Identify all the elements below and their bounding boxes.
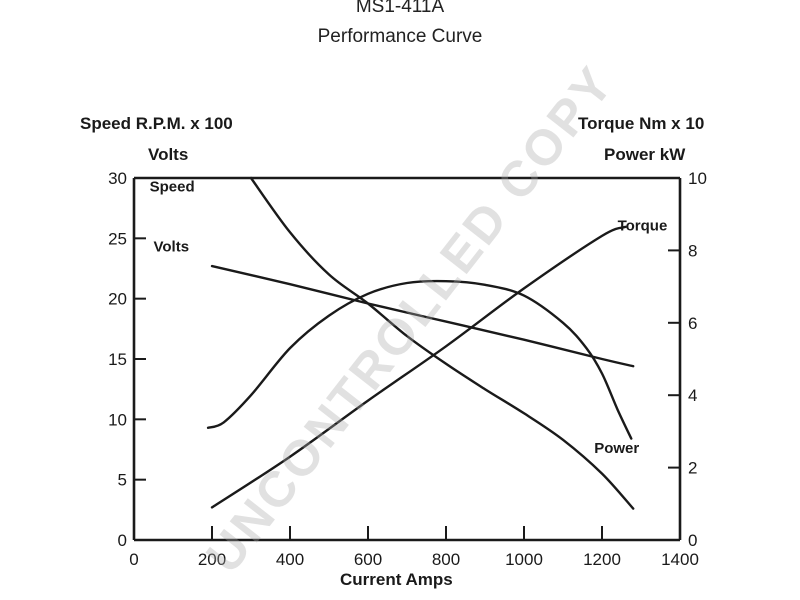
right-axis-tick-label: 0 — [688, 531, 697, 550]
x-axis-tick-label: 600 — [354, 550, 382, 569]
right-axis-title-torque: Torque Nm x 10 — [578, 114, 705, 133]
chart-subtitle: Performance Curve — [317, 26, 483, 47]
x-axis-tick-label: 1200 — [583, 550, 621, 569]
x-axis-tick-label: 200 — [198, 550, 226, 569]
torque-series-line — [210, 225, 627, 509]
right-axis-tick-label: 2 — [688, 459, 697, 478]
volts-series-line — [210, 264, 635, 368]
x-axis-tick-label: 400 — [276, 550, 304, 569]
left-axis-tick-label: 5 — [118, 471, 127, 490]
x-axis-tick-label: 0 — [129, 550, 138, 569]
left-axis-title-volts: Volts — [148, 145, 189, 164]
right-axis-tick-label: 4 — [688, 386, 697, 405]
power-series-label: Power — [594, 440, 639, 457]
left-axis-tick-label: 30 — [108, 169, 127, 188]
x-axis-tick-label: 1400 — [661, 550, 699, 569]
x-axis-tick-label: 800 — [432, 550, 460, 569]
left-axis-tick-label: 25 — [108, 229, 127, 248]
left-axis-tick-label: 10 — [108, 410, 127, 429]
left-axis-title-speed: Speed R.P.M. x 100 — [80, 114, 233, 133]
speed-series-line — [249, 176, 635, 510]
left-axis-tick-label: 20 — [108, 290, 127, 309]
left-axis-tick-label: 0 — [118, 531, 127, 550]
volts-series-label: Volts — [154, 239, 190, 256]
power-series-line — [206, 279, 633, 440]
right-axis-title-power: Power kW — [604, 145, 686, 164]
x-axis-title: Current Amps — [340, 570, 453, 589]
right-axis-tick-label: 6 — [688, 314, 697, 333]
x-axis-tick-label: 1000 — [505, 550, 543, 569]
right-axis-tick-label: 8 — [688, 241, 697, 260]
chart-model-title: MS1-411A — [355, 0, 445, 17]
right-axis-tick-label: 10 — [688, 169, 707, 188]
left-axis-tick-label: 15 — [108, 350, 127, 369]
speed-series-label: Speed — [150, 178, 195, 195]
torque-series-label: Torque — [618, 217, 668, 234]
